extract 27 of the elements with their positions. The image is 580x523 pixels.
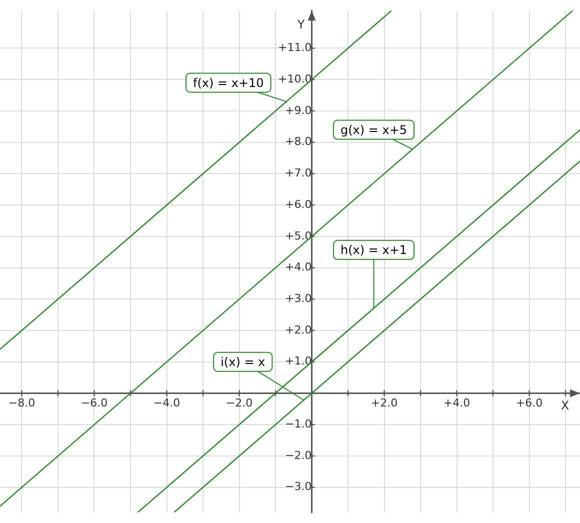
y-tick-label: +2.0	[285, 323, 312, 336]
x-tick-label: −4.0	[153, 396, 180, 410]
x-tick-label: −6.0	[80, 396, 108, 410]
y-tick-label: +5.0	[285, 229, 312, 242]
y-tick-label: −3.0	[285, 480, 312, 494]
y-tick-label: +9.0	[285, 104, 312, 117]
x-tick-label: −2.0	[226, 396, 253, 410]
y-tick-label: +6.0	[285, 198, 312, 211]
x-tick-label: +4.0	[443, 396, 470, 410]
y-tick-label: +8.0	[285, 135, 312, 148]
y-tick-label: +10.0	[278, 72, 312, 86]
series-label: g(x) = x+5	[340, 122, 408, 137]
y-tick-label: +3.0	[285, 292, 312, 305]
y-tick-label: +1.0	[285, 354, 312, 368]
y-tick-label: +11.0	[278, 41, 312, 54]
x-axis-title: X	[560, 398, 570, 412]
series-label: h(x) = x+1	[340, 243, 408, 258]
y-tick-label: −2.0	[285, 448, 312, 462]
y-tick-label: −1.0	[285, 417, 312, 430]
text: i(x) = x	[220, 354, 266, 369]
x-tick-label: +2.0	[370, 396, 398, 410]
y-tick-label: +4.0	[285, 260, 312, 274]
y-axis-title: Y	[296, 18, 306, 32]
x-tick-label: +6.0	[516, 396, 543, 410]
series-label: f(x) = x+10	[192, 76, 264, 90]
x-tick-label: −8.0	[8, 396, 36, 410]
y-tick-label: +7.0	[285, 166, 312, 180]
